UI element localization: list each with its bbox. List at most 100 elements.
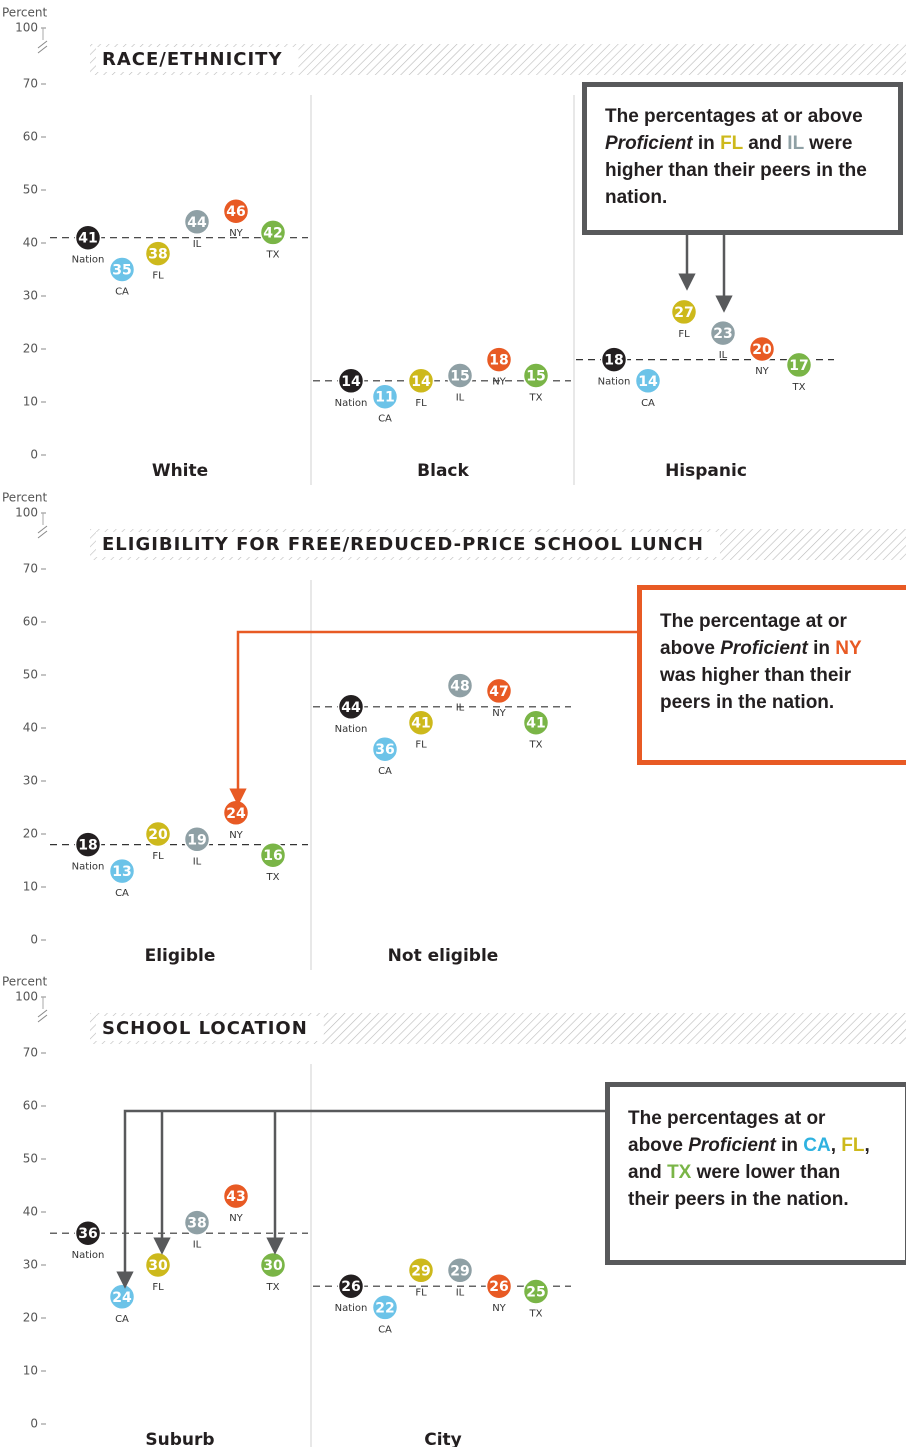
y-tick-label: 70 bbox=[23, 562, 38, 576]
jurisdiction-label: FL bbox=[152, 851, 164, 862]
jurisdiction-label: CA bbox=[115, 888, 129, 899]
category-label: Black bbox=[417, 461, 469, 481]
banner-label-bg bbox=[96, 47, 299, 72]
dot bbox=[371, 1294, 399, 1321]
data-label: 16 bbox=[263, 848, 282, 864]
y-tick-label: 40 bbox=[23, 1205, 38, 1219]
dot bbox=[108, 256, 136, 283]
annotation-text: were lower than their peers in the natio… bbox=[628, 1162, 849, 1210]
y-tick-label: 0 bbox=[30, 933, 38, 947]
dot bbox=[634, 367, 662, 395]
y-axis-label: Percent bbox=[2, 6, 47, 20]
data-label: 30 bbox=[263, 1258, 283, 1274]
y-tick-label: 100 bbox=[15, 990, 38, 1004]
y-tick-label: 30 bbox=[23, 289, 38, 303]
jurisdiction-label: NY bbox=[492, 377, 506, 388]
y-tick-label: 50 bbox=[23, 668, 38, 682]
jurisdiction-label: NY bbox=[229, 228, 243, 239]
annotation-text: in bbox=[775, 1135, 804, 1156]
annotation-text: and bbox=[742, 133, 788, 154]
data-label: 27 bbox=[674, 305, 693, 321]
jurisdiction-label: TX bbox=[529, 393, 543, 404]
data-label: 30 bbox=[148, 1258, 168, 1274]
dot bbox=[144, 240, 172, 267]
data-label: 18 bbox=[604, 353, 623, 369]
data-label: 29 bbox=[411, 1263, 430, 1279]
data-label: 23 bbox=[713, 326, 732, 342]
data-label: 25 bbox=[526, 1285, 545, 1301]
data-label: 44 bbox=[341, 700, 361, 716]
annotation-text: The percentages at or above bbox=[628, 1108, 826, 1156]
dot bbox=[522, 362, 550, 389]
jurisdiction-label: IL bbox=[193, 1240, 202, 1251]
jurisdiction-label: IL bbox=[193, 856, 202, 867]
jurisdiction-label: NY bbox=[229, 830, 243, 841]
jurisdiction-label: IL bbox=[456, 1287, 465, 1298]
dot bbox=[446, 362, 474, 389]
dot bbox=[222, 197, 250, 225]
data-label: 29 bbox=[450, 1263, 469, 1279]
dot bbox=[74, 831, 102, 858]
dot bbox=[108, 857, 136, 885]
data-label: 11 bbox=[375, 390, 394, 406]
jurisdiction-label: CA bbox=[378, 414, 392, 425]
jurisdiction-label: CA bbox=[115, 1314, 129, 1325]
banner-label-bg bbox=[96, 532, 720, 557]
jurisdiction-label: Nation bbox=[335, 724, 368, 735]
y-tick-label: 40 bbox=[23, 721, 38, 735]
arrow bbox=[116, 1109, 605, 1289]
y-tick-label: 60 bbox=[23, 1099, 38, 1113]
annotation-text: NY bbox=[835, 638, 862, 659]
data-label: 36 bbox=[375, 742, 394, 758]
jurisdiction-label: TX bbox=[266, 1282, 280, 1293]
y-tick-label: 60 bbox=[23, 615, 38, 629]
data-label: 15 bbox=[526, 369, 545, 385]
y-tick-label: 70 bbox=[23, 77, 38, 91]
annotation-text: Proficient bbox=[688, 1135, 776, 1156]
annotation-text: Proficient bbox=[605, 133, 693, 154]
data-label: 17 bbox=[789, 358, 808, 374]
jurisdiction-label: IL bbox=[193, 239, 202, 250]
dot bbox=[670, 298, 698, 326]
jurisdiction-label: FL bbox=[415, 1287, 427, 1298]
dot bbox=[407, 367, 435, 395]
dot bbox=[183, 826, 211, 853]
section-title: SCHOOL LOCATION bbox=[102, 1018, 308, 1039]
data-label: 41 bbox=[411, 716, 430, 732]
data-label: 18 bbox=[489, 353, 508, 369]
y-axis-label: Percent bbox=[2, 491, 47, 505]
section-title: ELIGIBILITY FOR FREE/REDUCED-PRICE SCHOO… bbox=[102, 534, 704, 555]
jurisdiction-label: FL bbox=[152, 1282, 164, 1293]
dot bbox=[600, 346, 628, 373]
jurisdiction-label: TX bbox=[266, 249, 280, 260]
y-tick-label: 10 bbox=[23, 395, 38, 409]
data-label: 35 bbox=[112, 263, 131, 279]
dot bbox=[337, 1272, 365, 1300]
category-label: Not eligible bbox=[388, 946, 499, 966]
jurisdiction-label: Nation bbox=[335, 398, 368, 409]
data-label: 20 bbox=[752, 342, 772, 358]
jurisdiction-label: NY bbox=[755, 366, 769, 377]
category-label: Hispanic bbox=[665, 461, 747, 481]
jurisdiction-label: TX bbox=[529, 740, 543, 751]
dot bbox=[748, 335, 776, 363]
y-tick-label: 70 bbox=[23, 1046, 38, 1060]
annotation-text: were higher than their peers in the nati… bbox=[605, 133, 867, 208]
jurisdiction-label: NY bbox=[492, 708, 506, 719]
data-label: 19 bbox=[187, 832, 206, 848]
jurisdiction-label: FL bbox=[415, 740, 427, 751]
annotation-text: in bbox=[692, 133, 721, 154]
jurisdiction-label: Nation bbox=[72, 862, 105, 873]
jurisdiction-label: FL bbox=[415, 398, 427, 409]
dot bbox=[74, 224, 102, 251]
annotation-text: IL bbox=[787, 133, 804, 154]
data-label: 14 bbox=[411, 374, 431, 390]
data-label: 43 bbox=[226, 1189, 245, 1205]
dot bbox=[183, 1209, 211, 1236]
y-tick-label: 0 bbox=[30, 448, 38, 462]
dot bbox=[407, 709, 435, 736]
category-label: White bbox=[152, 461, 208, 481]
jurisdiction-label: TX bbox=[529, 1309, 543, 1320]
dot bbox=[709, 319, 737, 347]
